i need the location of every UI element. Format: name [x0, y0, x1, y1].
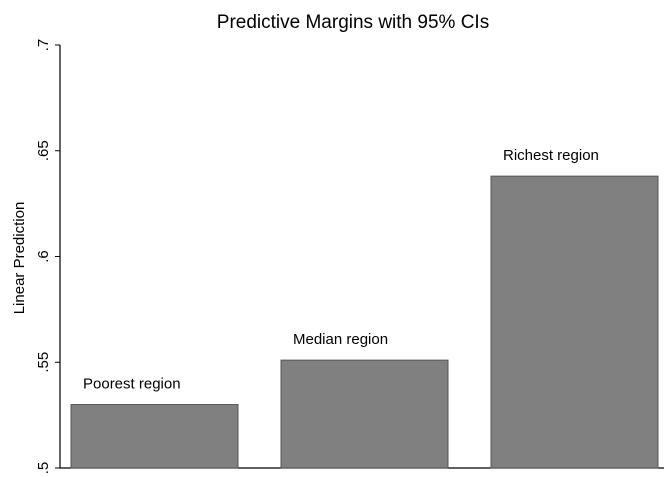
bar-label: Median region [293, 331, 388, 348]
y-tick-label: .7 [35, 39, 52, 52]
chart-title: Predictive Margins with 95% CIs [217, 12, 489, 33]
bar-label: Poorest region [83, 376, 181, 393]
y-tick-label: .55 [35, 352, 52, 373]
bar-label: Richest region [503, 147, 599, 164]
bar [70, 404, 239, 469]
y-tick-label: .5 [35, 462, 52, 475]
y-tick-label: .6 [35, 250, 52, 263]
bar [280, 359, 449, 469]
bar [490, 175, 659, 469]
y-tick-label: .65 [35, 140, 52, 161]
y-axis-label: Linear Prediction [11, 202, 28, 315]
